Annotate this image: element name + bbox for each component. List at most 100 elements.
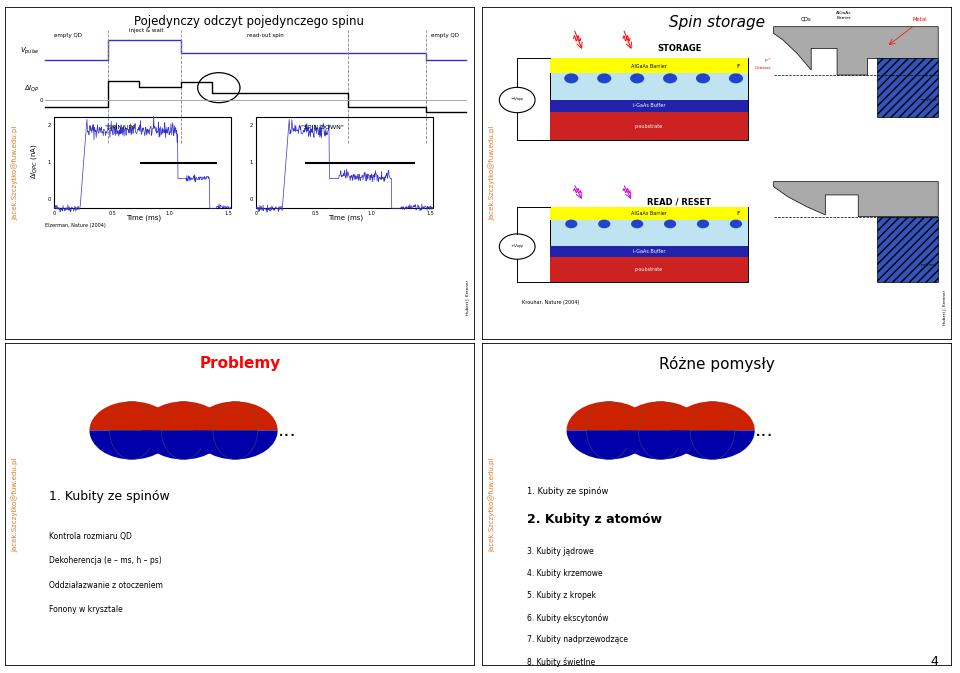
- Text: Kontrola rozmiaru QD: Kontrola rozmiaru QD: [50, 532, 132, 541]
- Bar: [256, 116, 433, 208]
- Text: Fonony w krysztale: Fonony w krysztale: [50, 605, 123, 614]
- Ellipse shape: [638, 401, 683, 460]
- Text: Problemy: Problemy: [200, 356, 280, 371]
- Circle shape: [597, 73, 612, 83]
- Wedge shape: [141, 431, 226, 460]
- Text: empty QD: empty QD: [55, 34, 83, 38]
- Text: Hubert J. Krenner: Hubert J. Krenner: [467, 280, 470, 315]
- Text: 5. Kubity z kropek: 5. Kubity z kropek: [527, 592, 595, 600]
- Text: F: F: [736, 211, 740, 217]
- Circle shape: [729, 73, 743, 83]
- Ellipse shape: [587, 401, 632, 460]
- Circle shape: [697, 219, 709, 228]
- Text: inject & wait: inject & wait: [129, 28, 163, 34]
- Text: 0: 0: [255, 211, 258, 215]
- Text: 2: 2: [250, 123, 253, 128]
- Text: "SPIN DOWN": "SPIN DOWN": [300, 125, 344, 130]
- Text: 0: 0: [53, 211, 56, 215]
- Text: $-eV_{store}$: $-eV_{store}$: [919, 96, 938, 104]
- Text: p$^+$
Contact: p$^+$ Contact: [755, 57, 771, 70]
- Circle shape: [663, 73, 677, 83]
- Bar: [877, 59, 938, 116]
- Text: 7. Kubity nadprzewodzące: 7. Kubity nadprzewodzące: [527, 635, 628, 644]
- Text: $+eV_{reset}$: $+eV_{reset}$: [919, 261, 938, 269]
- Ellipse shape: [161, 401, 205, 460]
- Text: 0: 0: [250, 197, 253, 203]
- Text: Różne pomysły: Różne pomysły: [660, 356, 775, 372]
- Text: 1.0: 1.0: [165, 211, 174, 215]
- Text: STORAGE: STORAGE: [658, 44, 702, 53]
- Bar: [550, 246, 748, 256]
- Ellipse shape: [690, 401, 734, 460]
- Wedge shape: [89, 401, 174, 431]
- Text: $\Delta I_{QPC}$ (nA): $\Delta I_{QPC}$ (nA): [29, 144, 39, 180]
- Circle shape: [696, 73, 710, 83]
- Wedge shape: [566, 401, 651, 431]
- Text: i-GaAs Buffer: i-GaAs Buffer: [633, 102, 665, 108]
- Circle shape: [564, 73, 578, 83]
- Text: 1: 1: [250, 160, 253, 165]
- Text: 6. Kubity ekscytonów: 6. Kubity ekscytonów: [527, 613, 608, 623]
- Circle shape: [565, 219, 577, 228]
- Text: 2. Kubity z atomów: 2. Kubity z atomów: [527, 513, 661, 526]
- Text: Elzerman, Nature (2004): Elzerman, Nature (2004): [45, 223, 106, 228]
- Text: Time (ms): Time (ms): [126, 215, 161, 221]
- Text: QDs: QDs: [802, 17, 812, 22]
- Text: 0: 0: [48, 197, 51, 203]
- Text: 0.5: 0.5: [311, 211, 319, 215]
- Wedge shape: [670, 431, 755, 460]
- Bar: [550, 59, 748, 140]
- Wedge shape: [193, 431, 277, 460]
- Text: "SPIN UP": "SPIN UP": [105, 125, 135, 130]
- Text: 1.0: 1.0: [368, 211, 375, 215]
- Text: Time (ms): Time (ms): [328, 215, 364, 221]
- Text: p-substrate: p-substrate: [635, 124, 663, 129]
- Bar: [550, 112, 748, 140]
- Text: ...: ...: [755, 421, 774, 440]
- Circle shape: [499, 234, 535, 259]
- Text: i-GaAs Buffer: i-GaAs Buffer: [633, 249, 665, 254]
- Polygon shape: [774, 27, 938, 75]
- Text: 4. Kubity krzemowe: 4. Kubity krzemowe: [527, 569, 602, 578]
- Polygon shape: [774, 182, 938, 217]
- Text: Jacek.Szczytko@fuw.edu.pl: Jacek.Szczytko@fuw.edu.pl: [489, 458, 495, 552]
- Text: Spin storage: Spin storage: [669, 15, 765, 30]
- Circle shape: [598, 219, 611, 228]
- Bar: [54, 116, 230, 208]
- Text: 0: 0: [40, 98, 43, 102]
- Bar: [550, 256, 748, 281]
- Text: Oddziałazwanie z otoczeniem: Oddziałazwanie z otoczeniem: [50, 581, 163, 590]
- Ellipse shape: [213, 401, 257, 460]
- Bar: [550, 100, 748, 112]
- Text: Jacek.Szczytko@fuw.edu.pl: Jacek.Szczytko@fuw.edu.pl: [489, 126, 495, 221]
- Bar: [877, 217, 938, 281]
- Text: F: F: [736, 64, 740, 69]
- Text: 3. Kubity jądrowe: 3. Kubity jądrowe: [527, 547, 593, 557]
- Text: $V_{pulse}$: $V_{pulse}$: [20, 46, 40, 57]
- Text: 1.5: 1.5: [225, 211, 232, 215]
- Text: read-out spin: read-out spin: [248, 34, 284, 38]
- Circle shape: [664, 219, 676, 228]
- Text: 1. Kubity ze spinów: 1. Kubity ze spinów: [527, 487, 608, 497]
- Text: Metal: Metal: [912, 17, 926, 22]
- Text: Pojedynczy odczyt pojedynczego spinu: Pojedynczy odczyt pojedynczego spinu: [134, 15, 365, 28]
- Text: ...: ...: [277, 421, 297, 440]
- Text: Dekoherencja (e – ms, h – ps): Dekoherencja (e – ms, h – ps): [50, 557, 162, 565]
- Bar: [550, 59, 748, 73]
- Circle shape: [630, 73, 644, 83]
- Text: 2: 2: [48, 123, 51, 128]
- Text: $\Delta I_{QP}$: $\Delta I_{QP}$: [24, 83, 40, 94]
- Text: READ / RESET: READ / RESET: [647, 197, 711, 206]
- Wedge shape: [618, 431, 703, 460]
- Text: 0.5: 0.5: [109, 211, 117, 215]
- Wedge shape: [618, 401, 703, 431]
- Text: 1. Kubity ze spinów: 1. Kubity ze spinów: [50, 490, 170, 503]
- Circle shape: [730, 219, 742, 228]
- Text: AlGaAs Barrier: AlGaAs Barrier: [631, 64, 667, 69]
- Text: 8. Kubity świetlne: 8. Kubity świetlne: [527, 658, 595, 667]
- Text: Hubert J. Krenner: Hubert J. Krenner: [944, 290, 948, 325]
- Ellipse shape: [109, 401, 155, 460]
- Text: p-substrate: p-substrate: [635, 267, 663, 273]
- Text: 1: 1: [48, 160, 51, 165]
- Text: 4: 4: [930, 655, 938, 668]
